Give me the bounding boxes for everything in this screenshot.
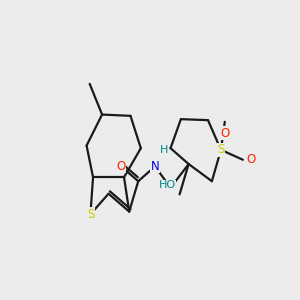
- Text: H: H: [160, 145, 168, 155]
- Text: S: S: [217, 143, 225, 156]
- Text: O: O: [221, 127, 230, 140]
- Text: S: S: [87, 208, 94, 221]
- Text: O: O: [247, 153, 256, 166]
- Text: N: N: [151, 160, 159, 173]
- Text: HO: HO: [159, 180, 176, 190]
- Text: O: O: [116, 160, 125, 172]
